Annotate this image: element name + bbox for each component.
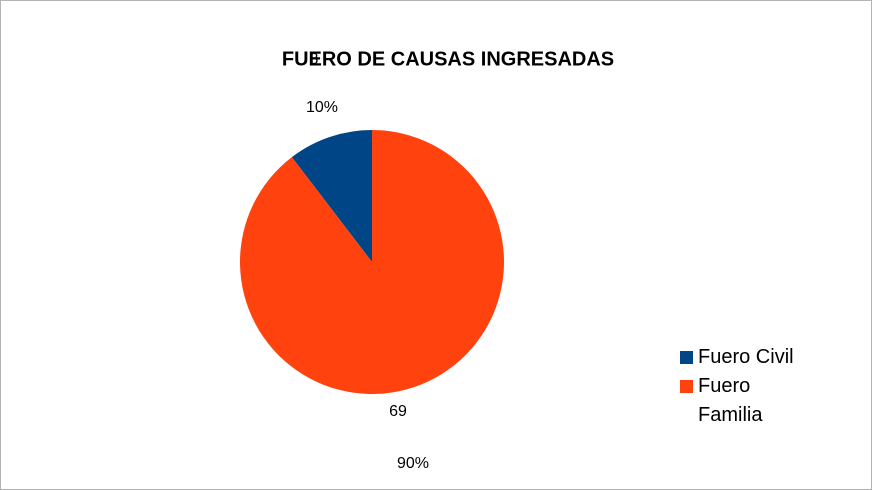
legend-swatch xyxy=(680,351,693,364)
legend-label: Fuero Familia xyxy=(698,375,763,426)
pie-slice xyxy=(239,130,504,394)
pie-slice xyxy=(291,130,372,262)
percent-label: 90% xyxy=(397,455,429,472)
legend-entry: Fuero Familia xyxy=(680,372,808,430)
legend-entry: Fuero Civil xyxy=(680,343,808,372)
legend-label: Fuero Civil xyxy=(698,346,794,368)
percent-label: 10% xyxy=(306,99,338,116)
legend-swatch xyxy=(680,380,693,393)
value-label: 69 xyxy=(389,403,407,420)
value-label: 8 xyxy=(310,51,319,68)
chart-title: FUERO DE CAUSAS INGRESADAS xyxy=(282,48,614,70)
